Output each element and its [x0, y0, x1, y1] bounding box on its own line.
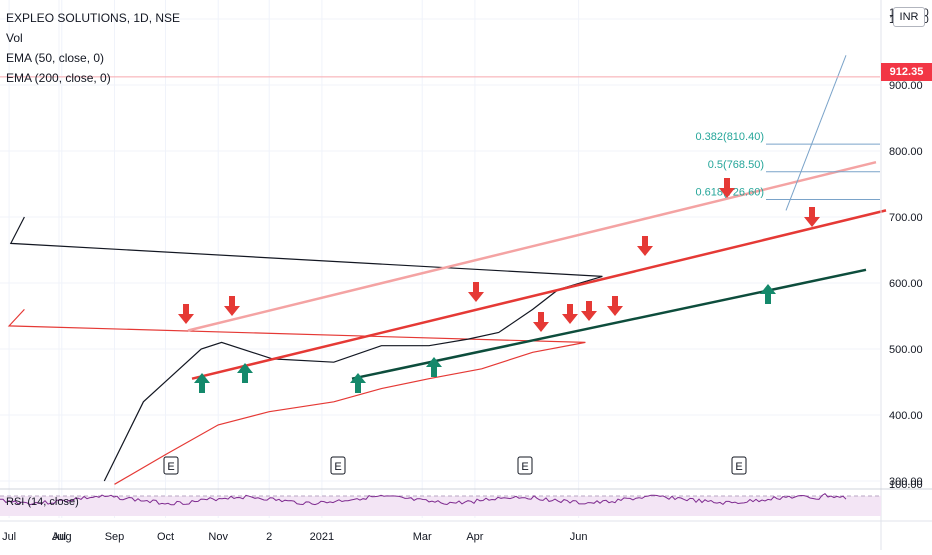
- symbol-title[interactable]: EXPLEO SOLUTIONS, 1D, NSE: [6, 11, 181, 25]
- earnings-marker-label: E: [334, 461, 341, 473]
- resistance-arrow: [607, 296, 623, 316]
- resistance-arrow: [637, 236, 653, 256]
- support-arrow: [194, 373, 210, 393]
- resistance-arrow: [719, 178, 735, 198]
- time-tick-label: Jul: [52, 531, 66, 543]
- resistance-arrow: [178, 304, 194, 324]
- time-tick-label: Aug: [52, 531, 72, 543]
- earnings-marker: [731, 456, 747, 475]
- ema200-line: [7, 308, 586, 485]
- rsi-indicator-label[interactable]: RSI (14, close): [6, 496, 79, 508]
- fib-level-label: 0.5(768.50): [708, 159, 764, 171]
- price-tick-label: 700.00: [889, 212, 923, 224]
- time-tick-label: Jun: [570, 531, 588, 543]
- support-arrow: [760, 284, 776, 304]
- resistance-arrow: [224, 296, 240, 316]
- earnings-marker: [517, 456, 533, 475]
- earnings-marker-label: E: [735, 461, 742, 473]
- fib-trend-line: [785, 55, 847, 211]
- resistance-arrow: [468, 282, 484, 302]
- price-tick-label: 400.00: [889, 410, 923, 422]
- price-tick-label: 600.00: [889, 278, 923, 290]
- earnings-marker-label: E: [167, 461, 174, 473]
- rsi-line: [0, 493, 847, 506]
- time-tick-label: 2021: [310, 531, 334, 543]
- rsi-pane: 100.00: [0, 479, 932, 516]
- price-axis: 300.00 400.00 500.00 600.00 700.00 800.00 900.…: [880, 0, 929, 550]
- mid-channel-line: [191, 209, 887, 380]
- chart-legend: EXPLEO SOLUTIONS, 1D, NSE Vol EMA (50, c…: [6, 8, 180, 88]
- price-tick-label: 300.00: [889, 476, 923, 488]
- rsi-band: [0, 496, 881, 516]
- time-tick-label: Mar: [413, 531, 432, 543]
- earnings-marker-label: E: [521, 461, 528, 473]
- currency-badge[interactable]: INR: [893, 7, 925, 27]
- price-tick-label: 500.00: [889, 344, 923, 356]
- price-tick-label: 800.00: [889, 146, 923, 158]
- earnings-marker: [163, 456, 179, 475]
- time-tick-label: 2: [266, 531, 272, 543]
- volume-indicator-label[interactable]: Vol: [6, 31, 23, 45]
- rsi-tick-label: 100.00: [889, 479, 923, 491]
- resistance-arrow: [533, 312, 549, 332]
- ema50-indicator-label[interactable]: EMA (50, close, 0): [6, 51, 105, 65]
- support-arrow: [426, 357, 442, 377]
- price-tick-label: 900.00: [889, 80, 923, 92]
- support-arrow: [237, 363, 253, 383]
- time-tick-label: Oct: [157, 531, 174, 543]
- resistance-arrow: [581, 301, 597, 321]
- resistance-arrow: [562, 304, 578, 324]
- support-arrow: [350, 373, 366, 393]
- support-trend-line: [351, 268, 867, 380]
- upper-channel-line: [187, 161, 877, 332]
- time-tick-label: Jul: [2, 531, 16, 543]
- earnings-marker: [330, 456, 346, 475]
- time-tick-label: Apr: [466, 531, 483, 543]
- time-tick-label: Nov: [208, 531, 228, 543]
- grid-lines: [0, 0, 880, 518]
- ema50-line: [9, 216, 603, 482]
- resistance-arrow: [804, 207, 820, 227]
- ema200-indicator-label[interactable]: EMA (200, close, 0): [6, 71, 111, 85]
- time-tick-label: Sep: [105, 531, 125, 543]
- last-price-tag: 912.35: [881, 63, 932, 81]
- fib-level-label: 0.382(810.40): [696, 131, 765, 143]
